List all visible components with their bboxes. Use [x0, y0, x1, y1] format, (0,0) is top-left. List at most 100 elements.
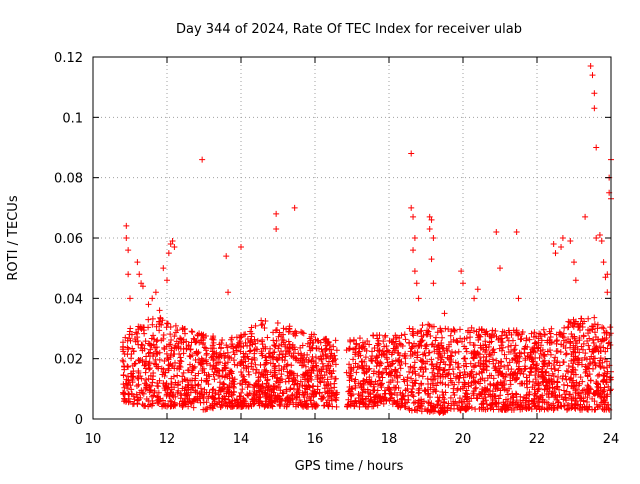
data-point — [167, 331, 174, 338]
data-point — [301, 389, 308, 396]
data-point — [299, 342, 306, 349]
data-point — [355, 363, 362, 370]
data-point — [517, 336, 524, 343]
data-point — [366, 341, 373, 348]
data-point — [417, 338, 424, 345]
data-point — [576, 335, 583, 342]
data-point — [210, 371, 217, 378]
data-point — [564, 406, 571, 413]
data-point — [177, 354, 184, 361]
data-point — [370, 332, 377, 339]
data-point — [278, 371, 285, 378]
data-point — [418, 396, 425, 403]
data-point — [604, 393, 611, 400]
data-point — [461, 369, 468, 376]
data-point — [248, 402, 255, 409]
data-point — [153, 350, 160, 357]
data-point — [495, 381, 502, 388]
data-point — [461, 381, 468, 388]
data-point — [523, 337, 530, 344]
data-point — [452, 349, 459, 356]
data-point — [409, 330, 416, 337]
data-point — [264, 384, 271, 391]
data-point — [535, 403, 542, 410]
data-point — [173, 338, 180, 345]
data-point — [503, 355, 510, 362]
data-point — [480, 404, 487, 411]
data-point — [253, 389, 260, 396]
data-point — [176, 400, 183, 407]
data-point — [505, 327, 512, 334]
data-point — [376, 368, 383, 375]
data-point — [271, 363, 278, 370]
data-point — [466, 373, 473, 380]
data-point — [571, 259, 577, 266]
data-point — [263, 401, 270, 408]
data-point — [516, 349, 523, 356]
data-point — [578, 315, 585, 322]
data-point — [406, 325, 413, 332]
x-axis-label: GPS time / hours — [295, 459, 404, 474]
data-point — [589, 337, 596, 344]
data-point — [189, 398, 196, 405]
data-point — [506, 385, 513, 392]
data-point — [242, 398, 249, 405]
data-point — [155, 318, 162, 325]
data-point — [356, 335, 363, 342]
data-point — [239, 403, 246, 410]
data-point — [291, 376, 298, 383]
data-point — [237, 393, 244, 400]
data-point — [598, 394, 605, 401]
data-point — [168, 386, 175, 393]
data-point — [530, 358, 537, 365]
data-point — [522, 355, 529, 362]
data-point — [536, 398, 543, 405]
data-point — [373, 363, 380, 370]
data-point — [504, 402, 511, 409]
data-point — [276, 367, 283, 374]
data-point — [470, 342, 477, 349]
data-point — [216, 341, 223, 348]
data-point — [398, 359, 405, 366]
data-point — [500, 403, 507, 410]
data-point — [521, 345, 528, 352]
data-point — [376, 348, 383, 355]
data-point — [603, 358, 610, 365]
data-point — [492, 400, 499, 407]
data-point — [594, 404, 601, 411]
data-point — [471, 379, 478, 386]
data-point — [460, 280, 466, 287]
data-point — [454, 363, 461, 370]
data-point — [196, 330, 203, 337]
data-point — [343, 369, 350, 376]
data-point — [242, 379, 249, 386]
data-point — [412, 368, 419, 375]
data-point — [211, 390, 218, 397]
data-point — [451, 400, 458, 407]
data-point — [498, 342, 505, 349]
data-point — [366, 390, 373, 397]
data-point — [431, 343, 438, 350]
data-point — [443, 371, 450, 378]
data-point — [293, 390, 300, 397]
x-tick-label: 14 — [233, 432, 250, 447]
data-point — [356, 403, 363, 410]
data-point — [132, 335, 139, 342]
data-point — [497, 392, 504, 399]
data-point — [572, 389, 579, 396]
data-point — [332, 356, 339, 363]
data-point — [507, 348, 514, 355]
data-point — [188, 328, 195, 335]
data-point — [287, 345, 294, 352]
data-point — [299, 329, 306, 336]
data-point — [361, 358, 368, 365]
data-point — [124, 344, 131, 351]
data-point — [275, 345, 282, 352]
data-point — [233, 347, 240, 354]
data-point — [552, 250, 559, 257]
data-point — [508, 366, 515, 373]
data-point — [219, 337, 226, 344]
data-point — [381, 333, 388, 340]
data-point — [192, 381, 199, 388]
data-point — [128, 331, 135, 338]
